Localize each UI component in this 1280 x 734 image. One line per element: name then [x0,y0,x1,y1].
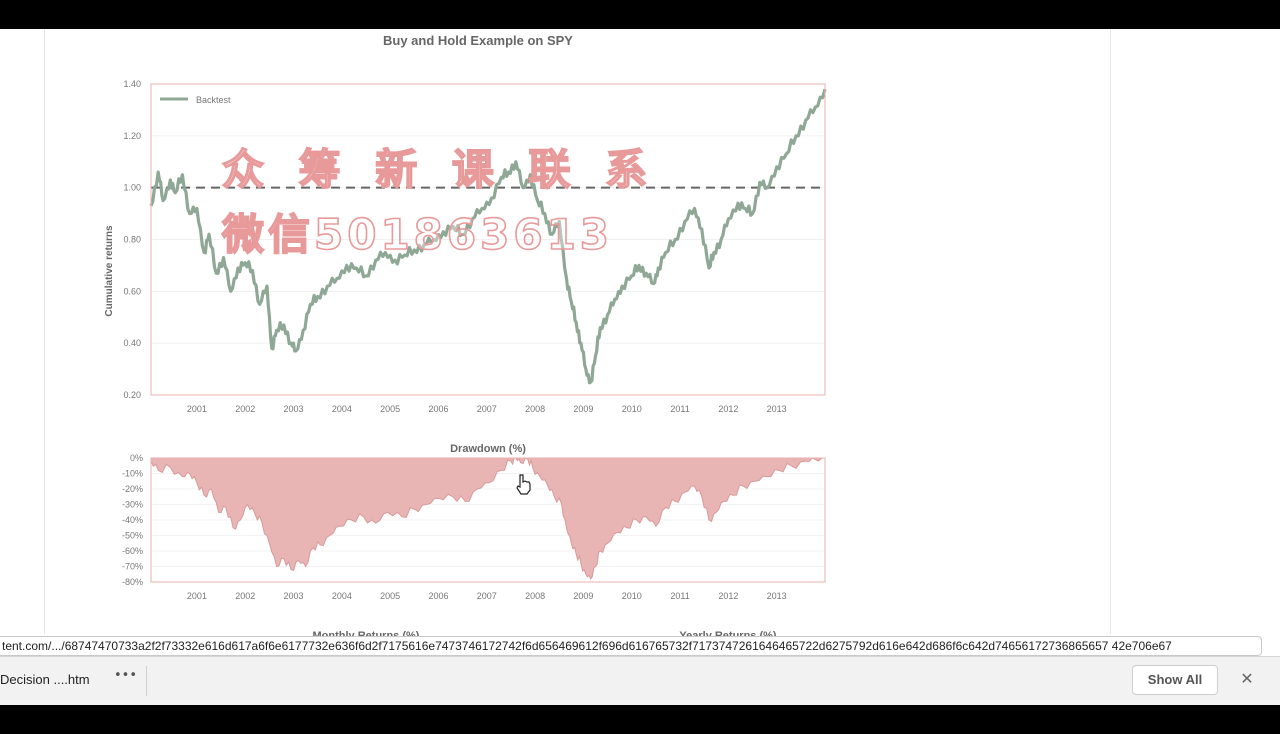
x-tick-label: 2006 [428,404,448,414]
drawdown-x-tick-label: 2010 [622,591,642,601]
drawdown-y-tick-label: -20% [122,484,143,494]
cell-right-border [1110,29,1111,634]
y-tick-label: 0.80 [123,235,141,245]
x-tick-label: 2013 [767,404,787,414]
drawdown-x-tick-label: 2013 [767,591,787,601]
drawdown-x-tick-label: 2009 [573,591,593,601]
x-tick-label: 2004 [332,404,352,414]
close-icon[interactable]: ✕ [1240,669,1254,688]
cell-left-border [44,29,45,634]
drawdown-y-ticks: 0% -10% -20% -30% -40% -50% -60% -70% -80% [122,453,143,587]
drawdown-x-tick-label: 2003 [284,591,304,601]
y-tick-label: 1.20 [123,131,141,141]
watermark-line-2: 微信501863613 [221,210,613,259]
drawdown-x-tick-label: 2001 [187,591,207,601]
drawdown-area [150,457,825,580]
y-tick-label: 1.40 [123,79,141,89]
drawdown-x-tick-label: 2007 [477,591,497,601]
legend-label-backtest: Backtest [196,95,231,105]
y-tick-label: 0.60 [123,286,141,296]
main-chart-x-ticks: 2001 2002 2003 2004 2005 2006 2007 2008 2009 2010… [187,404,787,414]
drawdown-y-tick-label: -30% [122,500,143,510]
drawdown-x-ticks: 2001 2002 2003 2004 2005 2006 2007 2008 2009 2010… [187,591,787,601]
drawdown-y-tick-label: -80% [122,577,143,587]
drawdown-x-tick-label: 2012 [718,591,738,601]
chart-title: Buy and Hold Example on SPY [383,33,573,48]
drawdown-x-tick-label: 2006 [428,591,448,601]
drawdown-x-tick-label: 2008 [525,591,545,601]
drawdown-y-tick-label: -10% [122,469,143,479]
series-line-backtest [149,88,827,385]
x-tick-label: 2012 [718,404,738,414]
drawdown-x-tick-label: 2011 [670,591,689,601]
main-chart-frame [150,83,826,396]
y-tick-label: 0.40 [123,338,141,348]
drawdown-x-tick-label: 2002 [235,591,255,601]
drawdown-y-tick-label: -40% [122,515,143,525]
main-chart-y-ticks: 0.20 0.40 0.60 0.80 1.00 1.20 1.40 [123,79,141,400]
drawdown-x-tick-label: 2004 [332,591,352,601]
x-tick-label: 2008 [525,404,545,414]
drawdown-title: Drawdown (%) [450,443,526,455]
chart-figure: Buy and Hold Example on SPY Cumulative r… [104,33,827,642]
drawdown-x-tick-label: 2005 [380,591,400,601]
legend: Backtest [160,95,231,105]
drawdown-y-tick-label: 0% [130,453,143,463]
x-tick-label: 2010 [622,404,642,414]
x-tick-label: 2001 [187,404,207,414]
x-tick-label: 2009 [573,404,593,414]
hand-cursor-icon [516,474,531,495]
drawdown-y-tick-label: -70% [122,562,143,572]
drawdown-y-tick-label: -60% [122,546,143,556]
download-item-more-icon[interactable]: ••• [114,668,138,683]
x-tick-label: 2005 [380,404,400,414]
show-all-button[interactable]: Show All [1132,665,1218,695]
download-item-divider [146,666,147,696]
watermark-line-1: 众 筹 新 课 联 系 [222,145,657,194]
y-axis-label: Cumulative returns [104,225,115,317]
y-tick-label: 1.00 [123,183,141,193]
y-tick-label: 0.20 [123,390,141,400]
status-url-bubble: tent.com/.../68747470733a2f2f73332e616d6… [0,636,1262,656]
watermark: 众 筹 新 课 联 系 微信501863613 [220,144,657,260]
download-shelf: Decision ....htm ••• Show All ✕ [0,656,1280,705]
download-item-name[interactable]: Decision ....htm [0,672,90,687]
x-tick-label: 2007 [477,404,497,414]
drawdown-frame [150,457,826,583]
drawdown-y-tick-label: -50% [122,531,143,541]
x-tick-label: 2002 [235,404,255,414]
x-tick-label: 2011 [670,404,689,414]
x-tick-label: 2003 [284,404,304,414]
notebook-output-area: Buy and Hold Example on SPY Cumulative r… [0,29,1280,705]
